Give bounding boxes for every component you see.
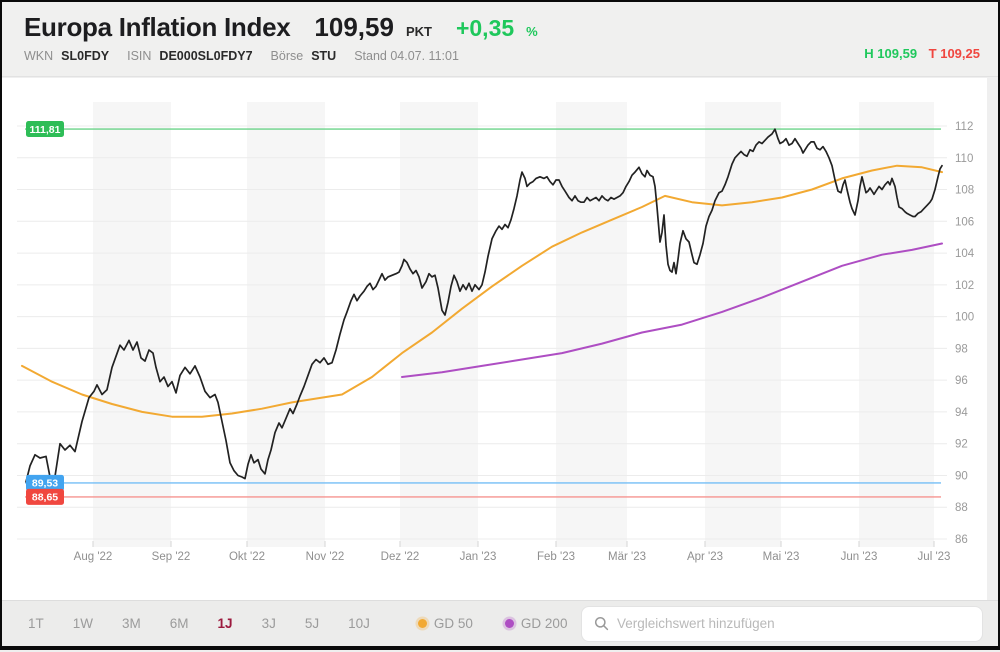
boerse-label: Börse xyxy=(270,49,304,63)
legend-item-gd200[interactable]: GD 200 xyxy=(504,616,568,631)
legend-dot-icon xyxy=(417,619,427,628)
range-button-3m[interactable]: 3M xyxy=(122,616,141,631)
change-unit-percent: % xyxy=(526,24,538,39)
day-low-value: T 109,25 xyxy=(928,46,980,61)
compare-search-input[interactable] xyxy=(617,616,970,631)
page-title: Europa Inflation Index xyxy=(24,12,291,42)
legend-dot-icon xyxy=(504,619,514,628)
chart-area[interactable] xyxy=(2,78,987,602)
change-value: +0,35 xyxy=(455,15,515,41)
price-unit: PKT xyxy=(405,24,432,39)
range-button-3j[interactable]: 3J xyxy=(261,616,276,631)
bottom-toolbar: 1T 1W 3M 6M 1J 3J 5J 10J GD 50 GD 200 xyxy=(2,600,998,646)
stand-timestamp: Stand 04.07. 11:01 xyxy=(354,49,459,63)
range-selector: 1T 1W 3M 6M 1J 3J 5J 10J xyxy=(28,616,370,631)
header: Europa Inflation Index 109,59 PKT +0,35 … xyxy=(2,2,998,77)
indicator-legend: GD 50 GD 200 xyxy=(417,616,568,631)
range-button-10j[interactable]: 10J xyxy=(348,616,370,631)
range-button-1w[interactable]: 1W xyxy=(72,616,94,631)
range-button-5j[interactable]: 5J xyxy=(304,616,320,631)
day-high-low: H 109,59 T 109,25 xyxy=(864,46,980,61)
isin-label: ISIN xyxy=(127,49,152,63)
instrument-meta: WKN SL0FDY ISIN DE000SL0FDY7 Börse STU S… xyxy=(24,49,984,63)
compare-search[interactable] xyxy=(581,605,983,642)
range-button-1j[interactable]: 1J xyxy=(217,616,233,631)
isin-value: DE000SL0FDY7 xyxy=(159,49,253,63)
range-button-1t[interactable]: 1T xyxy=(28,616,44,631)
search-icon xyxy=(594,616,609,631)
legend-item-gd50[interactable]: GD 50 xyxy=(417,616,473,631)
wkn-value: SL0FDY xyxy=(61,49,110,63)
boerse-value: STU xyxy=(311,49,337,63)
legend-label: GD 200 xyxy=(520,616,568,631)
day-high-value: H 109,59 xyxy=(864,46,918,61)
wkn-label: WKN xyxy=(24,49,54,63)
price-value: 109,59 xyxy=(314,12,394,42)
legend-label: GD 50 xyxy=(433,616,473,631)
range-button-6m[interactable]: 6M xyxy=(169,616,189,631)
